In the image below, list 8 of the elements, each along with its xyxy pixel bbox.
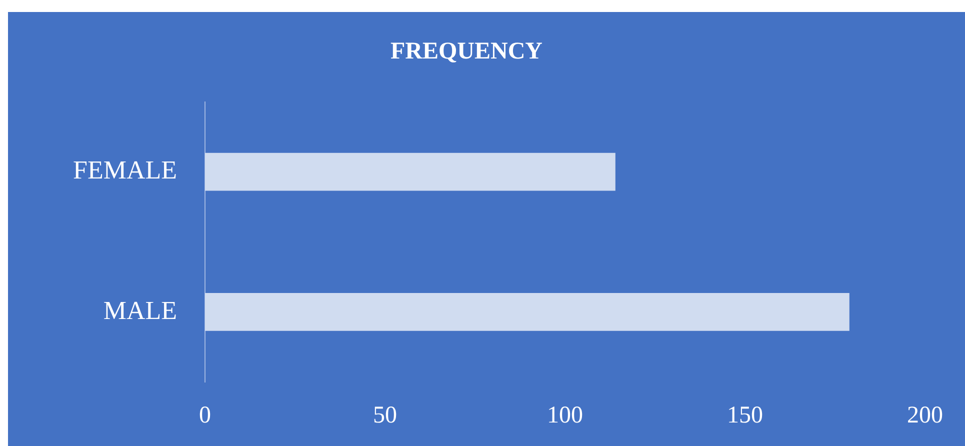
x-tick-label: 150 [727,402,763,429]
chart-title: FREQUENCY [390,38,543,65]
x-tick-label: 50 [373,402,397,429]
y-tick-label: FEMALE [73,156,177,185]
x-tick-label: 200 [907,402,943,429]
x-tick-label: 0 [199,402,211,429]
y-tick-label: MALE [103,296,177,325]
x-tick-label: 100 [547,402,583,429]
